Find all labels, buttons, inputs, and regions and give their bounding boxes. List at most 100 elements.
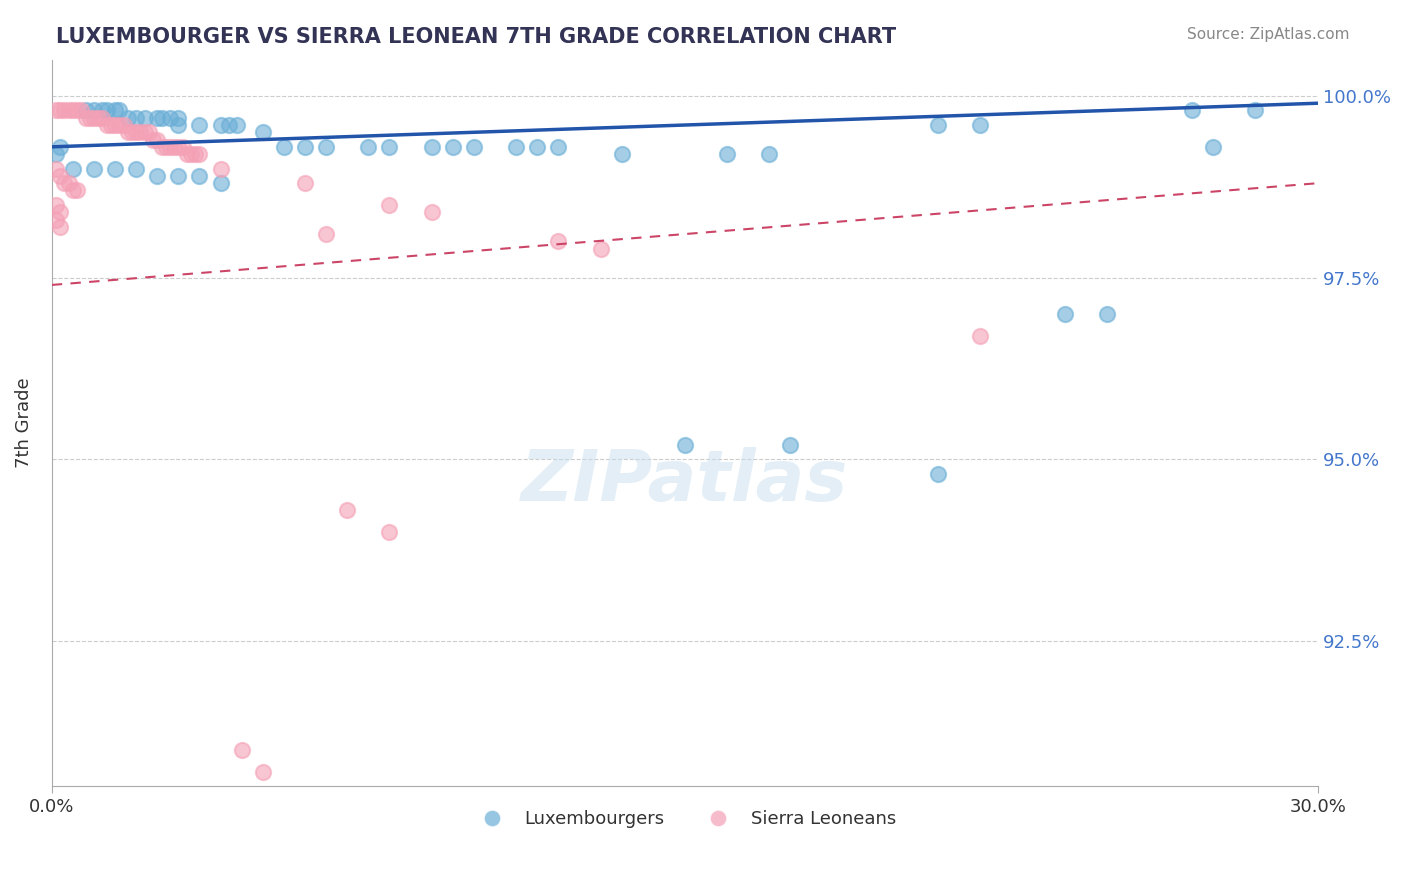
Point: [180, 147, 202, 161]
Point: [294, 176, 316, 190]
Point: [184, 147, 207, 161]
Point: [1201, 140, 1223, 154]
Legend: Luxembourgers, Sierra Leoneans: Luxembourgers, Sierra Leoneans: [467, 803, 904, 836]
Point: [49, 169, 72, 183]
Point: [104, 161, 127, 176]
Point: [716, 147, 738, 161]
Point: [134, 111, 156, 125]
Point: [125, 111, 148, 125]
Point: [58, 103, 80, 118]
Text: Source: ZipAtlas.com: Source: ZipAtlas.com: [1187, 27, 1350, 42]
Point: [927, 467, 949, 481]
Point: [91, 103, 114, 118]
Point: [779, 438, 801, 452]
Point: [117, 125, 139, 139]
Point: [610, 147, 633, 161]
Point: [336, 503, 359, 517]
Point: [117, 111, 139, 125]
Point: [129, 125, 152, 139]
Point: [75, 103, 97, 118]
Point: [100, 118, 122, 132]
Point: [172, 140, 194, 154]
Point: [159, 140, 181, 154]
Point: [378, 524, 401, 539]
Point: [146, 132, 169, 146]
Point: [526, 140, 548, 154]
Point: [45, 198, 67, 212]
Point: [83, 111, 105, 125]
Point: [505, 140, 527, 154]
Point: [45, 212, 67, 227]
Point: [188, 147, 211, 161]
Point: [167, 111, 190, 125]
Point: [378, 140, 401, 154]
Point: [357, 140, 380, 154]
Point: [420, 205, 443, 219]
Point: [49, 219, 72, 234]
Point: [163, 140, 186, 154]
Point: [66, 103, 89, 118]
Point: [62, 183, 84, 197]
Point: [441, 140, 464, 154]
Point: [150, 111, 173, 125]
Point: [159, 111, 181, 125]
Point: [1053, 307, 1076, 321]
Point: [1243, 103, 1265, 118]
Point: [146, 111, 169, 125]
Point: [378, 198, 401, 212]
Point: [108, 103, 131, 118]
Point: [167, 169, 190, 183]
Point: [49, 140, 72, 154]
Point: [142, 132, 165, 146]
Point: [252, 125, 274, 139]
Point: [108, 118, 131, 132]
Point: [79, 111, 101, 125]
Point: [420, 140, 443, 154]
Point: [547, 235, 569, 249]
Point: [53, 103, 76, 118]
Point: [134, 125, 156, 139]
Point: [155, 140, 177, 154]
Point: [125, 161, 148, 176]
Point: [66, 183, 89, 197]
Point: [96, 118, 118, 132]
Point: [146, 169, 169, 183]
Y-axis label: 7th Grade: 7th Grade: [15, 377, 32, 468]
Point: [1095, 307, 1118, 321]
Point: [58, 176, 80, 190]
Point: [673, 438, 696, 452]
Point: [83, 103, 105, 118]
Point: [96, 103, 118, 118]
Point: [463, 140, 485, 154]
Point: [209, 176, 232, 190]
Point: [121, 125, 143, 139]
Text: ZIPatlas: ZIPatlas: [522, 447, 849, 516]
Text: LUXEMBOURGER VS SIERRA LEONEAN 7TH GRADE CORRELATION CHART: LUXEMBOURGER VS SIERRA LEONEAN 7TH GRADE…: [56, 27, 897, 46]
Point: [104, 118, 127, 132]
Point: [83, 161, 105, 176]
Point: [125, 125, 148, 139]
Point: [53, 176, 76, 190]
Point: [75, 111, 97, 125]
Point: [231, 743, 253, 757]
Point: [91, 111, 114, 125]
Point: [589, 242, 612, 256]
Point: [49, 205, 72, 219]
Point: [315, 140, 337, 154]
Point: [209, 161, 232, 176]
Point: [226, 118, 249, 132]
Point: [252, 764, 274, 779]
Point: [45, 161, 67, 176]
Point: [188, 169, 211, 183]
Point: [969, 328, 991, 343]
Point: [138, 125, 160, 139]
Point: [758, 147, 780, 161]
Point: [969, 118, 991, 132]
Point: [188, 118, 211, 132]
Point: [87, 111, 110, 125]
Point: [547, 140, 569, 154]
Point: [1180, 103, 1202, 118]
Point: [218, 118, 240, 132]
Point: [927, 118, 949, 132]
Point: [62, 103, 84, 118]
